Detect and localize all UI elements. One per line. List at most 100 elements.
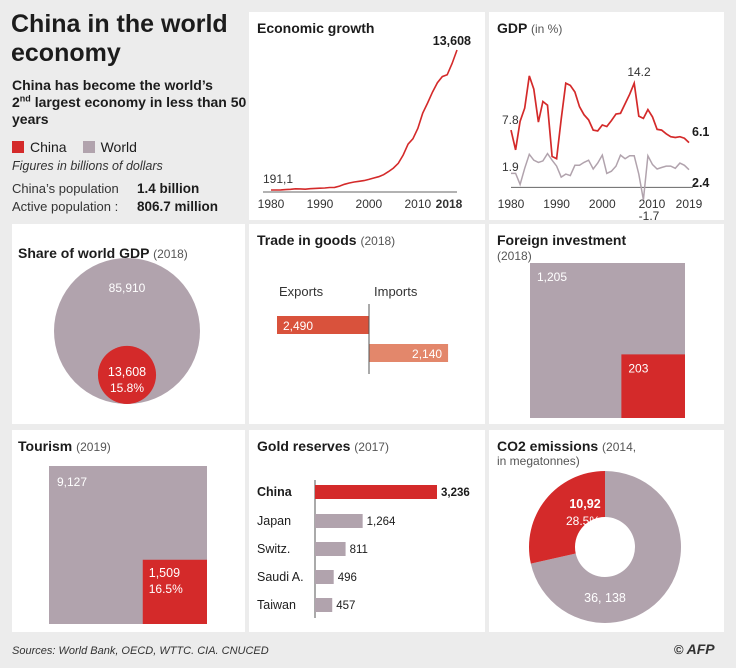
gdp-x-tick: 1990	[543, 197, 570, 211]
growth-start-label: 191,1	[263, 172, 293, 186]
growth-x-tick: 1980	[258, 197, 285, 211]
gdp-world-line	[511, 152, 690, 200]
gdp-title-sub: (in %)	[530, 22, 563, 36]
economic-growth-chart: 1980 1990 2000 2010 2018 191,1 13,608	[258, 34, 471, 211]
afp-brand: AFP	[686, 641, 715, 657]
population-label: China’s population	[12, 181, 119, 196]
gold-value-label: 457	[336, 600, 355, 612]
gold-title-text: Gold reserves	[257, 438, 351, 454]
afp-logo: © AFP	[674, 641, 715, 657]
fdi-china-label: 203	[628, 361, 648, 375]
co2-china-pct-label: 28.5%	[566, 514, 600, 528]
growth-x-tick: 1990	[307, 197, 334, 211]
co2-china-label: 10,92	[569, 497, 600, 511]
gdp-x-tick: 1980	[498, 197, 525, 211]
trade-category-label: Imports	[374, 284, 418, 299]
sources: Sources: World Bank, OECD, WTTC. CIA. CN…	[12, 645, 269, 657]
legend-swatch-world	[82, 141, 95, 153]
legend-item-world: World	[82, 139, 137, 155]
share-gdp-title-text: Share of world GDP	[18, 245, 150, 261]
gold-category-label: Japan	[257, 514, 291, 528]
panel-trade-goods: Trade in goods (2018) Exports Imports 2,49…	[249, 224, 485, 424]
trade-title-sub: (2018)	[360, 234, 396, 248]
co2-title-sub: (2014,	[602, 440, 637, 454]
share-gdp-title: Share of world GDP (2018)	[18, 245, 188, 263]
gold-bar	[315, 598, 333, 612]
panel-share-world-gdp: Share of world GDP (2018) 85,910 13,608 15…	[12, 224, 245, 424]
share-gdp-title-sub: (2018)	[153, 247, 188, 261]
trade-value-label: 2,490	[283, 319, 313, 333]
tourism-china-square	[142, 559, 207, 624]
fdi-subtitle: (2018)	[497, 249, 532, 263]
growth-x-tick: 2018	[436, 197, 463, 211]
gold-value-label: 496	[338, 572, 357, 584]
copyright-symbol: ©	[674, 641, 684, 657]
active-population-row: Active population : 806.7 million	[12, 199, 218, 214]
tourism-world-label: 9,127	[57, 475, 87, 489]
share-world-label: 85,910	[109, 281, 146, 295]
trade-category-label: Exports	[279, 284, 324, 299]
subtitle-pre: China has become the world’s	[12, 77, 213, 93]
population-row: China’s population 1.4 billion	[12, 181, 199, 196]
legend-item-china: China	[12, 139, 67, 155]
panel-tourism: Tourism (2019) 9,127 1,509 16.5%	[12, 430, 245, 632]
co2-title: CO2 emissions (2014,	[497, 438, 636, 456]
subtitle-num: 2	[12, 94, 20, 110]
gdp-world-end-label: 2.4	[692, 176, 709, 190]
gold-bar	[315, 570, 334, 584]
growth-x-tick: 2000	[356, 197, 383, 211]
gold-value-label: 1,264	[367, 516, 396, 528]
share-china-circle	[97, 345, 157, 404]
gdp-world-min-label: -1.7	[639, 209, 660, 223]
tourism-title-sub: (2019)	[76, 440, 111, 454]
trade-value-label: 2,140	[412, 347, 442, 361]
share-gdp-chart: 85,910 13,608 15.8%	[54, 258, 200, 404]
fdi-chart: 1,205 203	[530, 263, 685, 418]
gold-value-label: 3,236	[441, 487, 470, 499]
gdp-chart: 1980 1990 2000 2010 2019 7.8 14.2 6.1 1.9 -1.7 2.4	[498, 65, 710, 223]
legend-swatch-china	[12, 141, 24, 153]
gdp-china-start-label: 7.8	[502, 113, 519, 127]
share-china-label: 13,608	[108, 365, 146, 379]
gold-bar	[315, 485, 437, 499]
gdp-x-tick: 2000	[589, 197, 616, 211]
co2-subtitle: in megatonnes)	[497, 454, 580, 468]
gdp-china-end-label: 6.1	[692, 125, 709, 139]
gdp-world-start-label: 1.9	[502, 160, 519, 174]
gold-value-label: 811	[350, 544, 368, 556]
fdi-world-label: 1,205	[537, 270, 567, 284]
active-population-label: Active population :	[12, 199, 119, 214]
tourism-china-pct-label: 16.5%	[149, 582, 183, 596]
panel-gdp: GDP (in %) 1980 1990 2000 2010 2019 7.8 14.2 6.…	[489, 12, 724, 223]
subtitle-sup: nd	[19, 93, 31, 104]
gdp-china-line	[510, 75, 690, 160]
gold-category-label: Switz.	[257, 542, 290, 556]
panel-economic-growth: Economic growth 1980 1990 2000 2010 2018 191,…	[249, 12, 485, 220]
legend-label-world: World	[100, 139, 137, 155]
gold-title: Gold reserves (2017)	[257, 438, 389, 456]
panel-gold-reserves: Gold reserves (2017) China 3,236 Japan 1,26…	[249, 430, 485, 632]
growth-x-tick: 2010	[404, 197, 431, 211]
share-world-circle	[54, 258, 200, 404]
gold-category-label: Saudi A.	[257, 570, 304, 584]
growth-end-label: 13,608	[433, 34, 471, 48]
tourism-title-text: Tourism	[18, 438, 73, 454]
gdp-x-tick: 2019	[676, 197, 703, 211]
intro-block: China in the world economy China has bec…	[0, 0, 248, 222]
tourism-china-label: 1,509	[149, 566, 180, 580]
co2-china-slice	[529, 471, 605, 564]
co2-chart: 10,92 28.5% 36, 138	[529, 471, 681, 623]
gold-bar	[315, 514, 363, 528]
trade-chart: Exports Imports 2,490 2,140	[277, 284, 449, 374]
gold-category-label: Taiwan	[257, 598, 296, 612]
trade-title-text: Trade in goods	[257, 232, 357, 248]
co2-world-slice	[530, 471, 681, 623]
panel-foreign-investment: Foreign investment (2018) 1,205 203	[489, 224, 724, 424]
gold-category-label: China	[257, 485, 293, 499]
gold-chart: China 3,236 Japan 1,264 Switz. 811 Saudi A. 496…	[257, 480, 470, 618]
gold-title-sub: (2017)	[354, 440, 389, 454]
share-china-pct-label: 15.8%	[110, 381, 144, 395]
trade-title: Trade in goods (2018)	[257, 232, 395, 250]
subtitle-post: largest economy in less than 50 years	[12, 94, 247, 127]
panel-co2-emissions: CO2 emissions (2014, in megatonnes) 10,9…	[489, 430, 724, 632]
